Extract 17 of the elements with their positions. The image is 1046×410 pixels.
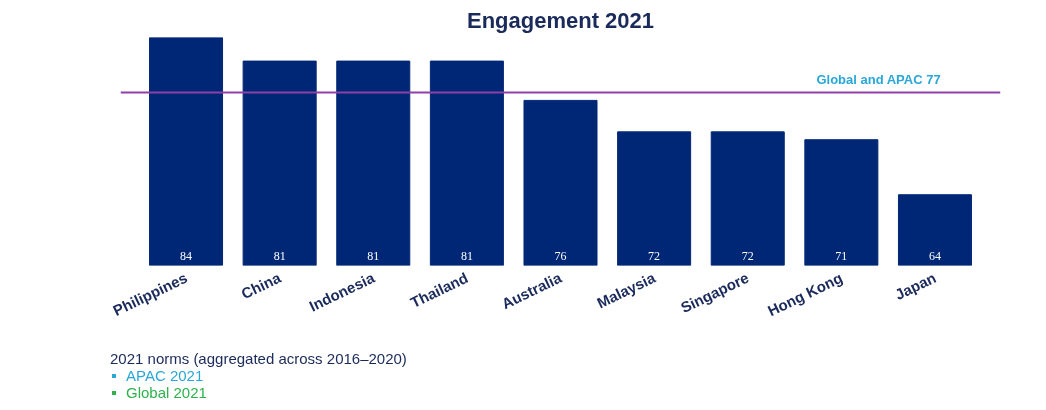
data-label: 71 xyxy=(835,248,848,263)
data-label: 72 xyxy=(648,248,661,263)
x-tick-label: China xyxy=(238,268,284,303)
ref-line-label: Global and APAC 77 xyxy=(816,71,941,87)
chart-title: Engagement 2021 xyxy=(466,7,655,33)
data-label: 64 xyxy=(928,248,941,263)
data-label: 72 xyxy=(741,248,754,263)
data-label: 81 xyxy=(367,248,380,263)
data-label: 76 xyxy=(554,248,567,263)
x-tick-label: Hong Kong xyxy=(764,268,846,320)
text: APAC 2021 xyxy=(125,367,205,384)
x-tick-label: Japan xyxy=(892,268,939,304)
data-label: 81 xyxy=(460,248,473,263)
text: 2021 norms (aggregated across 2016–2020) xyxy=(110,350,407,367)
text: Global 2021 xyxy=(125,384,208,401)
data-label: 84 xyxy=(180,248,193,263)
data-label: 81 xyxy=(273,248,286,263)
